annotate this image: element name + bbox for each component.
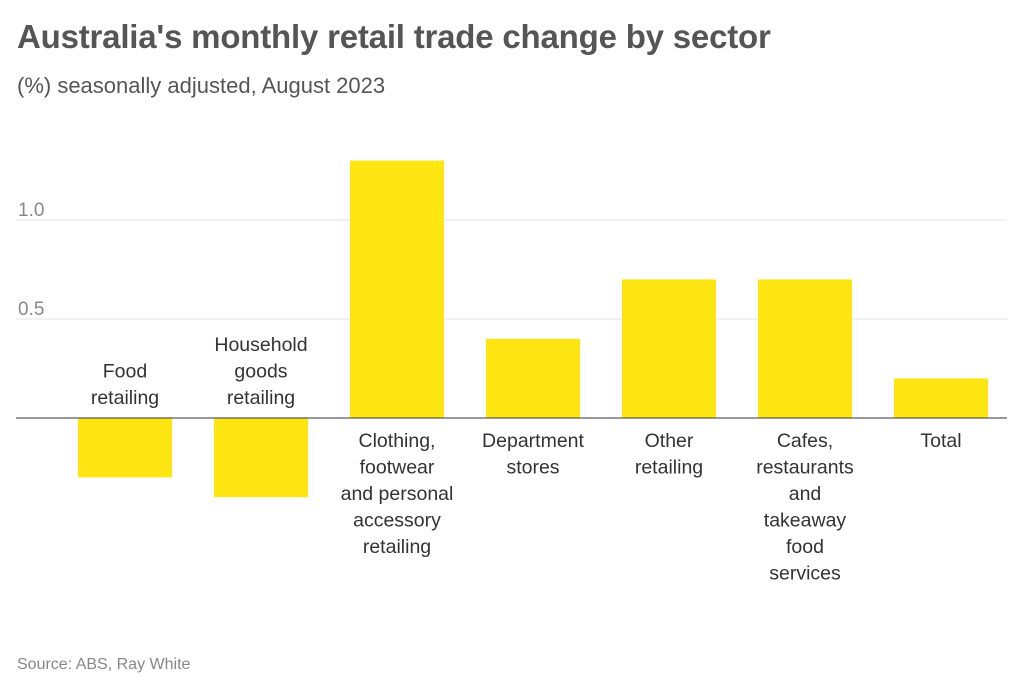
chart-title: Australia's monthly retail trade change … (17, 18, 771, 55)
category-label: Clothing, footwear and personal accessory re… (341, 430, 454, 558)
category-label: Other retailing (635, 430, 703, 479)
y-tick-label: 0.5 (18, 299, 44, 320)
bar (894, 378, 988, 418)
bar (622, 279, 716, 418)
bars (78, 160, 988, 498)
category-label: Total (920, 430, 961, 452)
source-note: Source: ABS, Ray White (17, 656, 191, 673)
category-label: Department stores (482, 430, 584, 479)
category-label: Food retailing (91, 361, 159, 410)
bar (214, 418, 308, 498)
bar (758, 279, 852, 418)
category-labels: Food retailing Household goods retailing Clot… (91, 334, 962, 585)
bar (350, 160, 444, 418)
chart-subtitle: (%) seasonally adjusted, August 2023 (17, 73, 386, 98)
gridlines (16, 219, 1007, 320)
category-label: Cafes, restaurants and takeaway food services (756, 430, 854, 585)
bar (486, 338, 580, 418)
y-tick-labels: 0.5 1.0 (18, 200, 44, 320)
category-label: Household goods retailing (214, 334, 307, 409)
bar (78, 418, 172, 478)
y-tick-label: 1.0 (18, 200, 44, 221)
